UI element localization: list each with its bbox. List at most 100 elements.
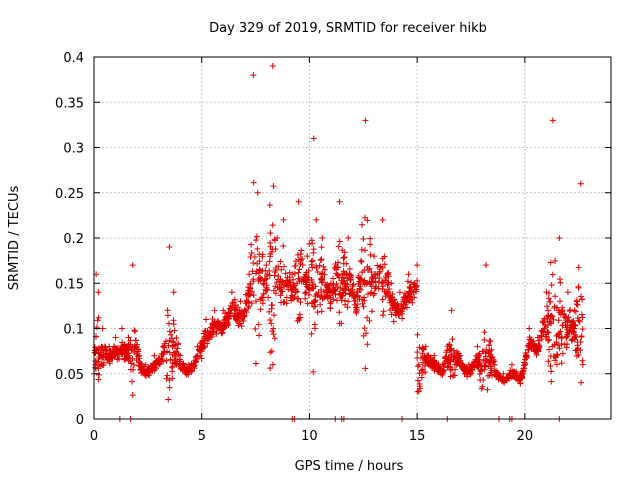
- data-point: [409, 299, 416, 306]
- data-point: [404, 293, 411, 300]
- data-point: [316, 262, 323, 269]
- data-point: [318, 244, 325, 251]
- data-point: [399, 315, 406, 322]
- data-point: [552, 357, 559, 364]
- data-point: [435, 363, 442, 370]
- data-point: [169, 375, 176, 382]
- data-point: [250, 72, 257, 79]
- data-point: [248, 249, 255, 256]
- data-point: [449, 336, 456, 343]
- data-point: [266, 267, 273, 274]
- data-point: [177, 360, 184, 367]
- y-axis-label: SRMTID / TECUs: [7, 186, 22, 291]
- data-point: [481, 362, 488, 369]
- data-point: [242, 300, 249, 307]
- data-point: [198, 344, 205, 351]
- data-point: [208, 333, 215, 340]
- data-point: [574, 301, 581, 308]
- data-point: [481, 329, 488, 336]
- data-point: [313, 216, 320, 223]
- data-point: [322, 293, 329, 300]
- data-point: [309, 257, 316, 264]
- data-point: [547, 259, 554, 266]
- data-point: [546, 290, 553, 297]
- data-point: [483, 262, 490, 269]
- data-point: [100, 347, 107, 354]
- data-point: [248, 241, 255, 248]
- data-point: [119, 348, 126, 355]
- data-point: [295, 275, 302, 282]
- x-tick-label: 0: [90, 429, 98, 444]
- data-point: [164, 372, 171, 379]
- data-point: [310, 135, 317, 142]
- data-point: [362, 365, 369, 372]
- data-point: [464, 365, 471, 372]
- data-point: [545, 295, 552, 302]
- data-point: [121, 356, 128, 363]
- data-point: [313, 265, 320, 272]
- data-point: [556, 345, 563, 352]
- data-point: [268, 320, 275, 327]
- axis-ticks: 0 0.05 0.1 0.15 0.2 0.25 0.3 0.35 0.4 0 5 10 15 20: [55, 51, 611, 444]
- data-point: [390, 318, 397, 325]
- data-point: [113, 346, 120, 353]
- data-point: [414, 262, 421, 269]
- data-point: [534, 346, 541, 353]
- data-point: [479, 383, 486, 390]
- data-point: [358, 246, 365, 253]
- data-point: [421, 362, 428, 369]
- data-point: [367, 251, 374, 258]
- data-point: [364, 263, 371, 270]
- data-point: [396, 289, 403, 296]
- data-point: [362, 214, 369, 221]
- data-point: [359, 269, 366, 276]
- data-point: [553, 339, 560, 346]
- data-point: [548, 282, 555, 289]
- data-point: [254, 189, 261, 196]
- data-point: [289, 293, 296, 300]
- data-point: [96, 363, 103, 370]
- x-tick-label: 20: [517, 429, 534, 444]
- data-point: [272, 283, 279, 290]
- data-point: [94, 317, 101, 324]
- data-point: [360, 303, 367, 310]
- data-point: [302, 290, 309, 297]
- data-point: [254, 245, 261, 252]
- data-point: [127, 366, 134, 373]
- data-point: [308, 330, 315, 337]
- data-point: [367, 241, 374, 248]
- data-point: [487, 365, 494, 372]
- data-point: [562, 314, 569, 321]
- data-point: [550, 353, 557, 360]
- data-point: [541, 325, 548, 332]
- data-point: [477, 359, 484, 366]
- data-point: [106, 343, 113, 350]
- data-point: [347, 276, 354, 283]
- data-point: [158, 352, 165, 359]
- data-point: [575, 317, 582, 324]
- data-point: [136, 352, 143, 359]
- data-point: [236, 307, 243, 314]
- data-point: [550, 316, 557, 323]
- data-point: [250, 276, 257, 283]
- data-point: [375, 279, 382, 286]
- data-point: [114, 356, 121, 363]
- data-point: [366, 317, 373, 324]
- data-point: [205, 336, 212, 343]
- data-point: [384, 288, 391, 295]
- data-point: [518, 374, 525, 381]
- data-point: [572, 308, 579, 315]
- data-point: [132, 337, 139, 344]
- data-point: [391, 304, 398, 311]
- data-point: [445, 360, 452, 367]
- data-point: [295, 269, 302, 276]
- data-point: [347, 276, 354, 283]
- data-point: [558, 335, 565, 342]
- data-point: [361, 297, 368, 304]
- data-point: [379, 296, 386, 303]
- data-point: [447, 357, 454, 364]
- data-point: [405, 291, 412, 298]
- data-point: [254, 260, 261, 267]
- data-point: [138, 366, 145, 373]
